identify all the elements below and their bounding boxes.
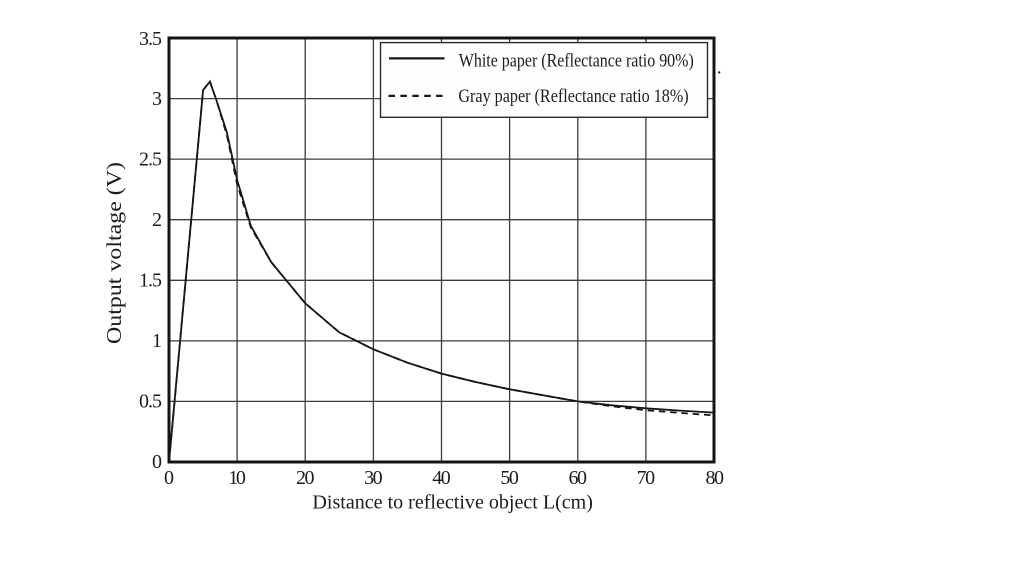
svg-text:80: 80 <box>706 467 725 489</box>
svg-text:Output voltage (V): Output voltage (V) <box>102 162 126 344</box>
svg-text:1.5: 1.5 <box>139 270 162 292</box>
svg-text:3: 3 <box>152 88 162 110</box>
svg-text:10: 10 <box>228 467 246 489</box>
svg-text:2.5: 2.5 <box>139 149 162 171</box>
svg-text:1: 1 <box>152 330 162 352</box>
svg-text:White paper (Reflectance ratio: White paper (Reflectance ratio 90%) <box>459 51 694 72</box>
svg-text:30: 30 <box>364 467 383 489</box>
svg-text:20: 20 <box>296 467 315 489</box>
svg-text:Gray paper (Reflectance ratio: Gray paper (Reflectance ratio 18%) <box>458 86 688 107</box>
svg-text:0: 0 <box>152 451 162 473</box>
svg-text:60: 60 <box>569 467 588 489</box>
svg-text:2: 2 <box>152 209 162 231</box>
svg-text:40: 40 <box>432 467 451 489</box>
svg-text:70: 70 <box>637 467 656 489</box>
svg-text:Distance to reflective object: Distance to reflective object L(cm) <box>312 492 593 514</box>
svg-text:50: 50 <box>500 467 518 489</box>
svg-text:0: 0 <box>164 467 174 489</box>
svg-text:0.5: 0.5 <box>139 391 162 413</box>
svg-text:3.5: 3.5 <box>139 28 162 50</box>
